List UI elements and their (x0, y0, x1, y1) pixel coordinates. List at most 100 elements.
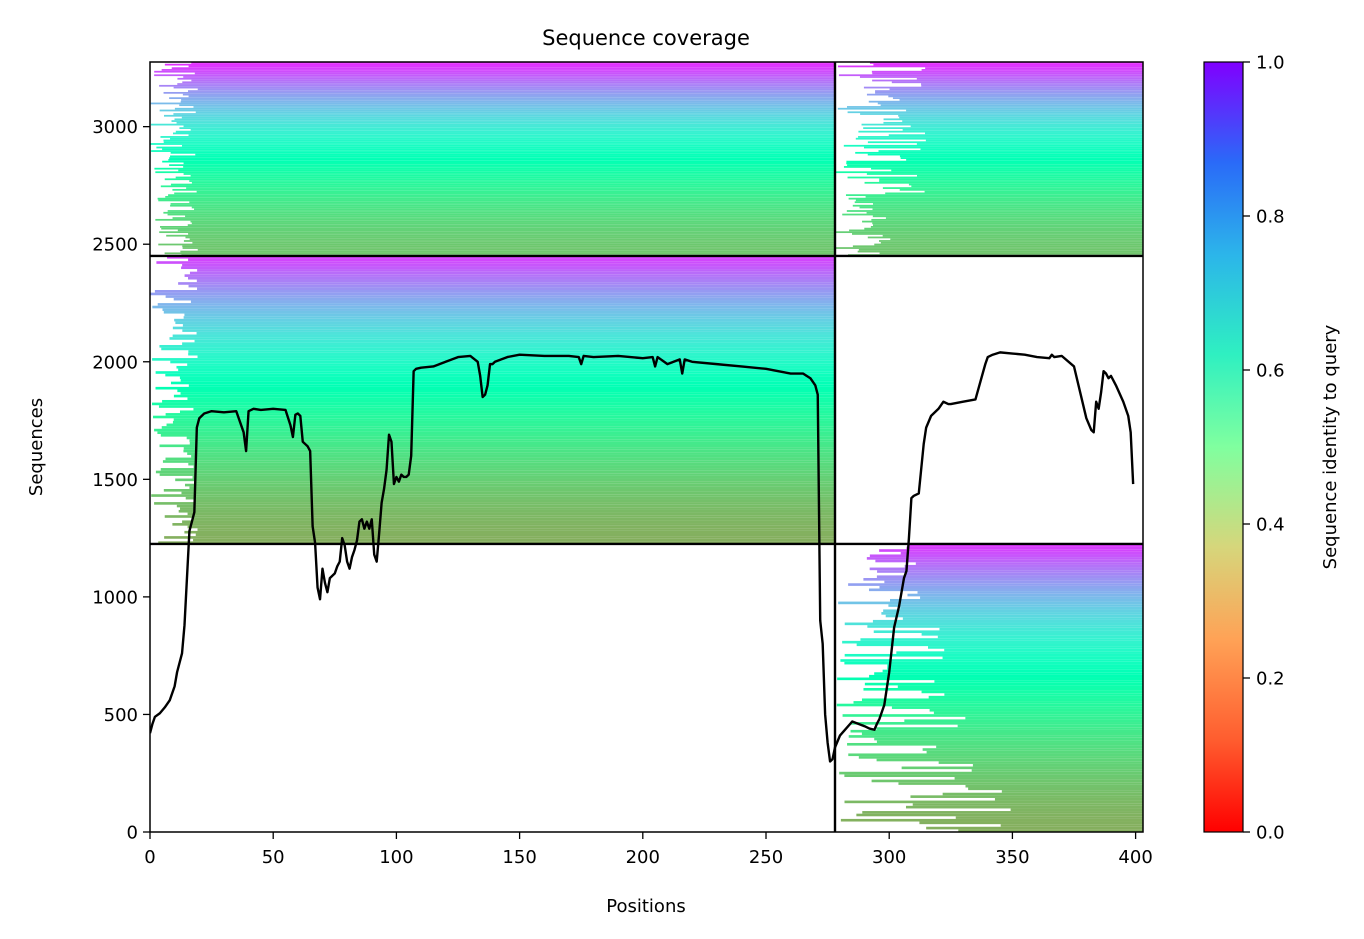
msa-row (168, 194, 835, 197)
msa-row (904, 719, 1143, 723)
msa-row (186, 187, 835, 189)
msa-row (177, 83, 835, 85)
msa-row (182, 93, 835, 96)
msa-row (968, 787, 1143, 791)
msa-row (905, 572, 1143, 576)
msa-row (154, 428, 835, 432)
msa-row (188, 462, 835, 466)
msa-row (878, 150, 1143, 152)
msa-row (161, 69, 835, 71)
msa-row (858, 248, 1143, 251)
msa-row (161, 426, 836, 429)
msa-row (868, 588, 1143, 592)
msa-row (188, 276, 835, 280)
msa-row (858, 130, 1143, 133)
msa-row (159, 109, 835, 112)
msa-row (858, 756, 1143, 759)
msa-row (925, 132, 1143, 135)
msa-row (926, 750, 1143, 754)
msa-row (838, 74, 1143, 77)
msa-row (192, 241, 836, 244)
msa-row (842, 213, 1143, 216)
msa-row (152, 358, 835, 361)
msa-row (192, 475, 836, 479)
msa-row (165, 413, 835, 416)
msa-row (181, 491, 836, 495)
msa-row (888, 134, 1143, 137)
msa-row (873, 224, 1143, 226)
msa-row (197, 528, 835, 531)
msa-row (910, 125, 1143, 128)
msa-row (843, 144, 1143, 147)
msa-row (876, 758, 1143, 762)
msa-row (186, 436, 835, 440)
msa-row (921, 84, 1143, 87)
msa-row (165, 457, 835, 461)
msa-row (906, 109, 1143, 112)
x-tick-label: 250 (749, 847, 783, 868)
msa-row (888, 604, 1143, 607)
msa-row (184, 313, 835, 317)
msa-row (864, 682, 1143, 686)
msa-row (880, 241, 1143, 244)
msa-row (879, 585, 1143, 589)
msa-row (866, 93, 1143, 96)
msa-row (846, 160, 1143, 163)
msa-block (835, 62, 1143, 256)
msa-row (196, 279, 836, 283)
msa-row (885, 217, 1143, 219)
msa-row (864, 181, 1143, 184)
msa-row (925, 67, 1143, 70)
msa-row (842, 640, 1143, 644)
y-tick-label: 1000 (92, 587, 138, 608)
y-axis-label: Sequences (26, 398, 47, 496)
msa-row (156, 146, 835, 149)
msa-row (174, 107, 835, 110)
msa-row (866, 173, 1143, 175)
msa-row (194, 339, 836, 343)
msa-row (170, 204, 835, 207)
msa-row (938, 761, 1143, 764)
msa-row (181, 266, 835, 270)
msa-row (163, 211, 835, 214)
colorbar-tick-label: 0.4 (1256, 515, 1285, 536)
msa-row (871, 218, 1143, 221)
msa-row (858, 136, 1143, 138)
msa-row (187, 452, 835, 455)
msa-row (863, 86, 1143, 89)
msa-row (901, 766, 1143, 770)
msa-row (871, 779, 1143, 783)
msa-row (175, 176, 835, 179)
msa-row (881, 612, 1143, 615)
msa-row (879, 178, 1143, 181)
msa-row (877, 102, 1143, 105)
msa-row (178, 282, 835, 285)
msa-row (861, 123, 1143, 126)
msa-row (177, 77, 835, 80)
msa-row (188, 350, 835, 353)
msa-row (880, 104, 1143, 107)
msa-row (171, 120, 835, 122)
msa-row (194, 208, 835, 211)
msa-row (852, 245, 1143, 248)
msa-row (844, 774, 1143, 778)
msa-row (855, 137, 1143, 140)
msa-row (872, 79, 1143, 82)
msa-row (892, 97, 1143, 100)
msa-row (876, 575, 1143, 579)
msa-row (844, 661, 1143, 665)
msa-row (899, 155, 1143, 158)
msa-row (170, 155, 836, 158)
msa-row (194, 72, 835, 75)
msa-row (1001, 790, 1143, 793)
msa-row (917, 591, 1143, 594)
msa-row (167, 255, 835, 259)
msa-row (882, 234, 1143, 237)
msa-row (883, 121, 1143, 124)
msa-row (955, 816, 1143, 819)
msa-row (188, 95, 835, 98)
msa-row (160, 434, 835, 437)
msa-row (173, 86, 835, 89)
msa-row (850, 722, 1143, 725)
